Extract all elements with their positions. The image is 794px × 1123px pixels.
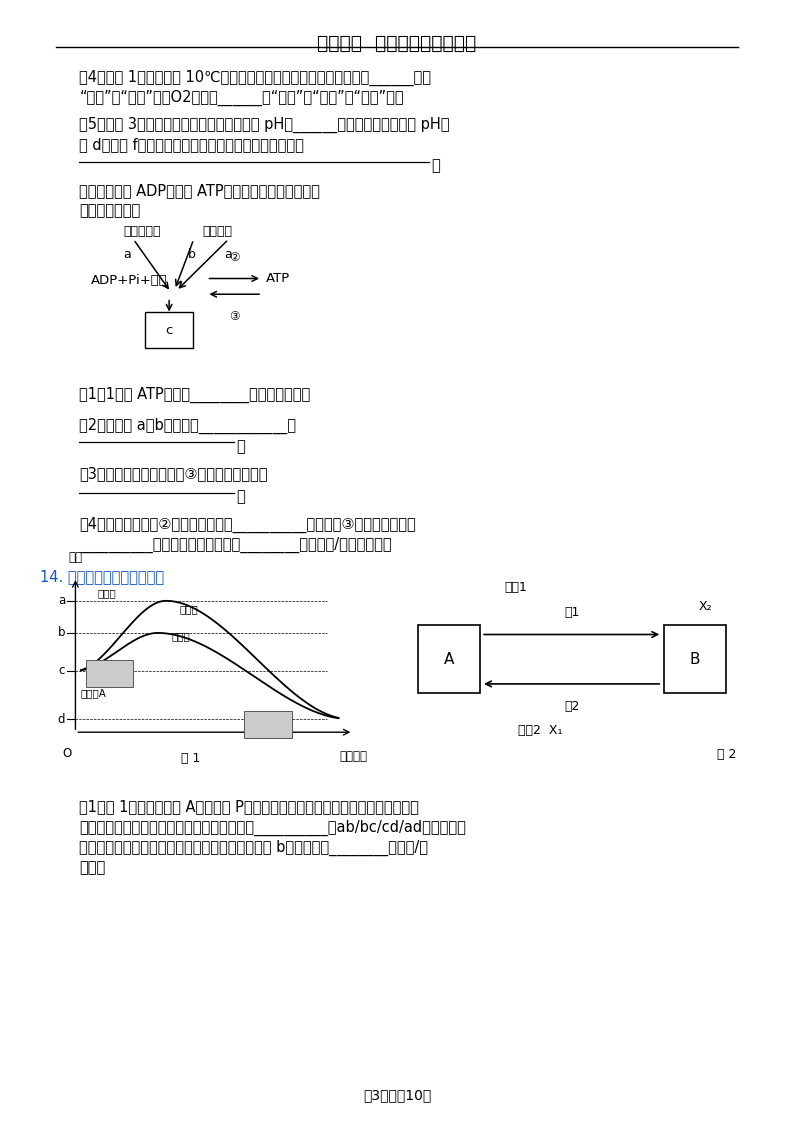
Text: 图 1: 图 1 — [181, 752, 200, 765]
Text: 高级中学  高二生物高考班作业: 高级中学 高二生物高考班作业 — [318, 34, 476, 53]
Text: 第3页，全10页: 第3页，全10页 — [363, 1088, 431, 1102]
Text: 鄧1: 鄧1 — [564, 605, 580, 619]
Text: 反应过程: 反应过程 — [339, 750, 368, 764]
Text: 无催化: 无催化 — [179, 604, 198, 614]
Text: b: b — [58, 627, 65, 639]
FancyBboxPatch shape — [86, 660, 133, 687]
Text: 动物和人等: 动物和人等 — [123, 225, 160, 238]
Text: 于 d或大于 f时，过氧化氢酶的活性将永久丧失，其原因: 于 d或大于 f时，过氧化氢酶的活性将永久丧失，其原因 — [79, 137, 304, 152]
Text: 能量2  X₁: 能量2 X₁ — [518, 724, 562, 738]
Text: 图 2: 图 2 — [717, 748, 736, 761]
Text: a: a — [225, 248, 233, 262]
Text: （1）图 1曲线表示物质 A生成物质 P的化学反应，在无催化条件和有酶催化条件下: （1）图 1曲线表示物质 A生成物质 P的化学反应，在无催化条件和有酶催化条件下 — [79, 800, 419, 814]
Text: 。: 。 — [237, 439, 245, 454]
Text: 14. 据图分析回答下列问题：: 14. 据图分析回答下列问题： — [40, 569, 164, 584]
Text: 能量: 能量 — [68, 550, 83, 564]
Text: ②: ② — [229, 250, 240, 264]
Text: 初态: 初态 — [103, 668, 116, 677]
Text: “增大”或“减小”），O2产生量______（“上移”、“下移”或“不动”）。: “增大”或“减小”），O2产生量______（“上移”、“下移”或“不动”）。 — [79, 90, 404, 106]
Text: （4）细胞内在进行②反应时能量用于__________，在进行③反应时能量用于: （4）细胞内在进行②反应时能量用于__________，在进行③反应时能量用于 — [79, 517, 416, 532]
FancyBboxPatch shape — [145, 312, 193, 348]
FancyBboxPatch shape — [245, 712, 292, 739]
Text: c: c — [165, 323, 173, 337]
Text: a: a — [58, 594, 65, 608]
Text: a: a — [123, 248, 131, 262]
Text: ATP: ATP — [266, 272, 291, 285]
Text: （2）图中的 a、b分别代表____________、: （2）图中的 a、b分别代表____________、 — [79, 418, 296, 433]
Text: d: d — [58, 713, 65, 725]
Text: 活化态: 活化态 — [98, 588, 116, 599]
FancyBboxPatch shape — [418, 624, 480, 694]
Text: ③: ③ — [229, 310, 240, 323]
Text: 反应物A: 反应物A — [81, 687, 106, 697]
Text: O: O — [62, 747, 71, 760]
Text: B: B — [689, 651, 700, 667]
Text: ADP+Pi+能量: ADP+Pi+能量 — [91, 274, 168, 287]
Text: 移）。: 移）。 — [79, 860, 106, 875]
Text: 终态: 终态 — [262, 719, 275, 729]
Text: c: c — [59, 665, 65, 677]
FancyBboxPatch shape — [664, 624, 726, 694]
Text: 绻色植物: 绻色植物 — [202, 225, 233, 238]
Text: 示。如果将酶催化改为无机催化剂催化该反应，则 b在纵轴上将________（上移/下: 示。如果将酶催化改为无机催化剂催化该反应，则 b在纵轴上将________（上移… — [79, 840, 429, 856]
Text: 。: 。 — [431, 158, 440, 173]
Text: （5）实验 3的结果显示，过氧化氢酶的最适 pH为______，实验结果表明，当 pH小: （5）实验 3的结果显示，过氧化氢酶的最适 pH为______，实验结果表明，当… — [79, 117, 450, 133]
Text: 鄧2: 鄧2 — [564, 700, 580, 713]
Text: （3）在动物肌细胞中进行③反应时，能量来自: （3）在动物肌细胞中进行③反应时，能量来自 — [79, 466, 268, 481]
Text: A: A — [443, 651, 454, 667]
Text: 如图为细胞内 ADP转化成 ATP时所需能量的主要来源示: 如图为细胞内 ADP转化成 ATP时所需能量的主要来源示 — [79, 183, 320, 198]
Text: 产物P: 产物P — [270, 720, 289, 730]
Text: __________，由此可见能量流动是________（可逆的/不可逆的）。: __________，由此可见能量流动是________（可逆的/不可逆的）。 — [79, 537, 392, 553]
Text: （4）实验 1若温度升高 10℃，加过氧化氢酶的催化反应曲线斜率将______（填: （4）实验 1若温度升高 10℃，加过氧化氢酶的催化反应曲线斜率将______（… — [79, 70, 431, 85]
Text: 的能量变化过程。酶所降低的活化能可用图中__________（ab/bc/cd/ad）线段来表: 的能量变化过程。酶所降低的活化能可用图中__________（ab/bc/cd/… — [79, 820, 466, 836]
Text: 。: 。 — [237, 490, 245, 504]
Text: X₂: X₂ — [699, 600, 712, 613]
Text: 能量1: 能量1 — [505, 581, 527, 594]
Text: 意图，请回答：: 意图，请回答： — [79, 203, 141, 218]
Text: 酶催化: 酶催化 — [172, 631, 190, 641]
Text: （1）1分子 ATP中含有________个高能磷酸键。: （1）1分子 ATP中含有________个高能磷酸键。 — [79, 386, 310, 402]
Text: b: b — [188, 248, 196, 262]
